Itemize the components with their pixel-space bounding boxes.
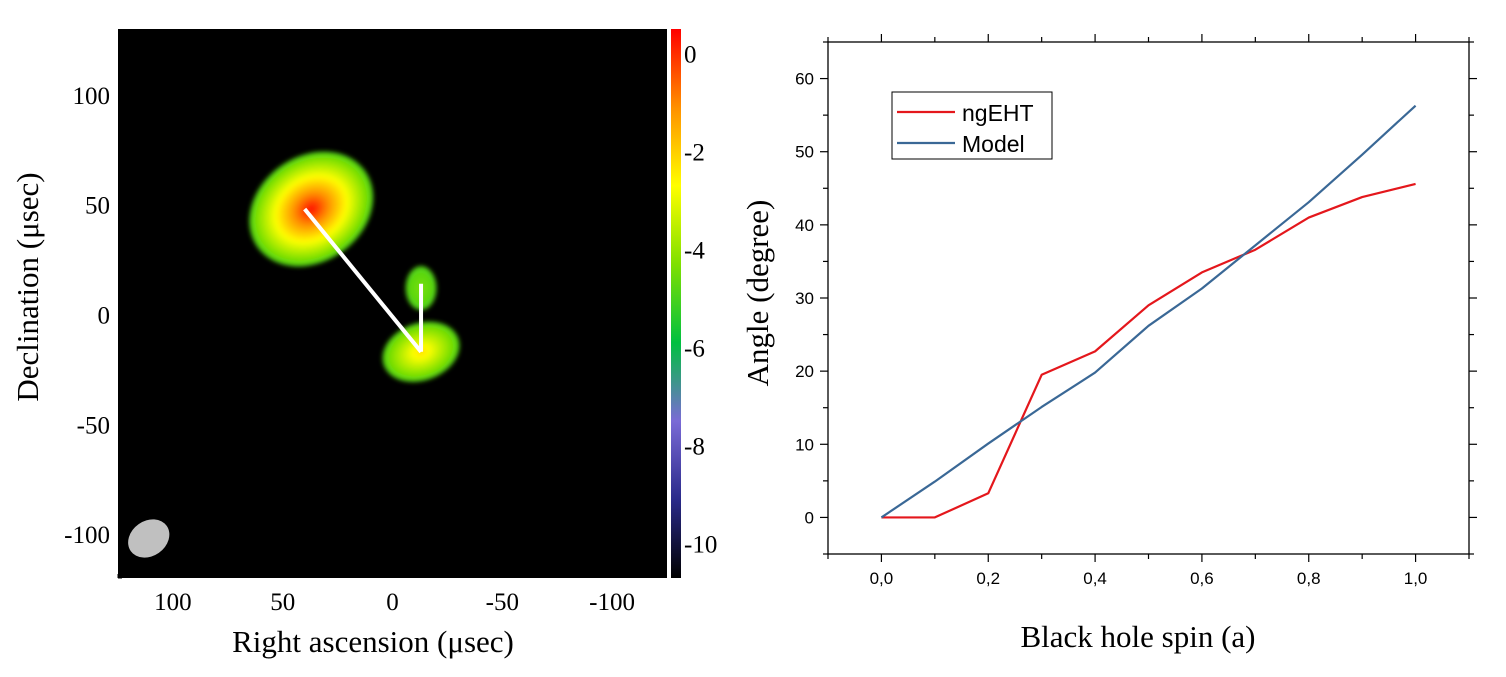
y-tick-label: 100 <box>73 83 111 110</box>
y-tick-label: 40 <box>795 216 814 235</box>
source-primary <box>249 151 374 267</box>
chart-y-axis-label: Angle (degree) <box>740 200 775 387</box>
series-line-model <box>880 104 1417 519</box>
y-tick-label: 50 <box>85 193 110 220</box>
legend-label-model: Model <box>962 131 1025 157</box>
y-tick-label: 30 <box>795 289 814 308</box>
image-background <box>118 29 667 578</box>
colorbar-tick-label: -4 <box>684 238 705 265</box>
chart-y-tick-labels: 0 10 20 30 40 50 60 <box>795 70 814 528</box>
colorbar-tick-label: -10 <box>684 532 717 559</box>
source-faint <box>405 266 437 311</box>
y-tick-label: 0 <box>98 302 111 329</box>
y-tick-label: -100 <box>64 522 110 549</box>
x-tick-label: 1,0 <box>1404 569 1428 588</box>
legend: ngEHT Model <box>891 91 1053 160</box>
chart-axis-ticks <box>820 34 1477 562</box>
colorbar-tick-label: -2 <box>684 140 705 167</box>
y-tick-label: -50 <box>77 412 110 439</box>
image-y-axis-label: Declination (μsec) <box>10 172 45 401</box>
chart-series <box>880 104 1417 519</box>
legend-box <box>891 91 1053 160</box>
jet-vector-lines <box>303 207 424 354</box>
x-tick-label: 50 <box>270 589 295 616</box>
y-tick-label: 60 <box>795 70 814 89</box>
colorbar <box>671 29 681 578</box>
colorbar-tick-label: -6 <box>684 336 705 363</box>
image-x-tick-labels: 100 50 0 -50 -100 <box>154 589 635 616</box>
image-x-axis-label: Right ascension (μsec) <box>232 624 514 659</box>
y-tick-label: 50 <box>795 143 814 162</box>
x-tick-label: 0,0 <box>870 569 894 588</box>
x-tick-label: 0,6 <box>1190 569 1214 588</box>
image-axis-ticks <box>117 39 657 579</box>
legend-label-ngeht: ngEHT <box>962 100 1034 126</box>
chart-x-tick-labels: 0,0 0,2 0,4 0,6 0,8 1,0 <box>870 569 1428 588</box>
x-tick-label: 100 <box>154 589 192 616</box>
beam-ellipse <box>128 519 170 558</box>
line-chart-panel: 0,0 0,2 0,4 0,6 0,8 1,0 0 10 20 30 40 50 60 ngEHT M… <box>740 34 1477 654</box>
y-tick-label: 10 <box>795 435 814 454</box>
colorbar-tick-labels: 0 -2 -4 -6 -8 -10 <box>684 42 717 559</box>
colorbar-tick-label: 0 <box>684 42 697 69</box>
chart-x-axis-label: Black hole spin (a) <box>1020 619 1255 654</box>
image-y-tick-labels: 100 50 0 -50 -100 <box>64 83 110 549</box>
series-line-ngeht <box>881 182 1416 519</box>
x-tick-label: -50 <box>486 589 519 616</box>
y-tick-label: 0 <box>805 508 814 527</box>
colorbar-tick-label: -8 <box>684 434 705 461</box>
x-tick-label: 0,2 <box>976 569 1000 588</box>
y-tick-label: 20 <box>795 362 814 381</box>
jet-line-0 <box>303 207 423 354</box>
x-tick-label: 0,4 <box>1083 569 1107 588</box>
x-tick-label: 0,8 <box>1297 569 1321 588</box>
beam-shape <box>128 519 170 558</box>
x-tick-label: -100 <box>589 589 635 616</box>
x-tick-label: 0 <box>386 589 399 616</box>
